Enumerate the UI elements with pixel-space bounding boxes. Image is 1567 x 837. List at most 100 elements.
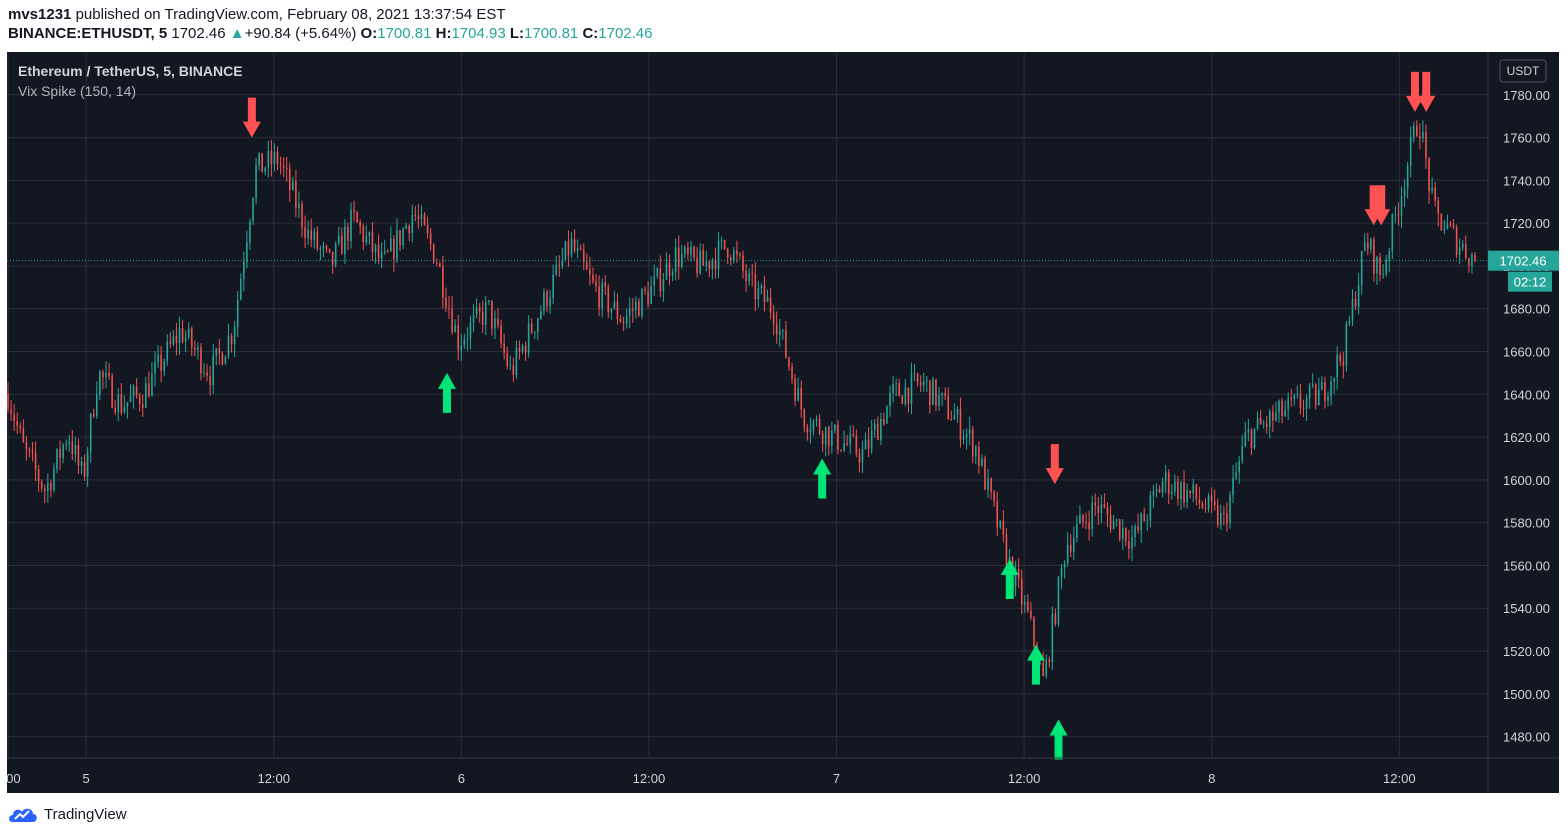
price-tick-label: 1600.00 — [1503, 473, 1550, 488]
candle-body — [503, 343, 505, 353]
candle-body — [344, 226, 346, 255]
candle-body — [812, 421, 815, 431]
candle-body — [163, 361, 165, 371]
high-value: 1704.93 — [451, 25, 506, 42]
candle-body — [481, 311, 484, 325]
candle-body — [680, 254, 683, 267]
candle-body — [974, 446, 977, 457]
candle-body — [1106, 507, 1109, 515]
candle-body — [1461, 243, 1464, 248]
candle-body — [925, 380, 928, 382]
candle-body — [1204, 508, 1207, 510]
candle-body — [861, 449, 864, 463]
candle-body — [347, 226, 349, 241]
candle-body — [1235, 472, 1237, 478]
candle-body — [782, 329, 784, 331]
footer-brand[interactable]: TradingView — [8, 804, 127, 824]
candle-body — [1158, 489, 1161, 493]
candle-body — [1311, 384, 1314, 386]
candle-body — [806, 427, 809, 433]
candle-body — [187, 328, 190, 338]
candle-body — [89, 414, 92, 453]
candle-body — [1076, 523, 1078, 538]
candle-body — [1170, 491, 1173, 494]
candle-body — [518, 347, 521, 352]
candle-body — [224, 356, 227, 365]
candle-body — [898, 383, 901, 397]
candle-body — [1152, 491, 1155, 496]
candle-body — [1385, 259, 1387, 275]
time-tick-label: 8 — [1208, 771, 1215, 786]
candle-body — [1241, 446, 1244, 461]
buy-signal-arrow-icon — [1000, 559, 1019, 600]
candle-body — [644, 289, 646, 292]
last-price-axis-label: 1702.46 — [1500, 254, 1547, 269]
candle-body — [622, 321, 625, 324]
candle-body — [766, 297, 769, 302]
candle-body — [589, 269, 591, 275]
candle-body — [1425, 132, 1427, 159]
candle-body — [567, 241, 570, 256]
candle-body — [1088, 522, 1090, 530]
candle-body — [86, 452, 89, 477]
sell-signal-arrow-icon — [1372, 185, 1391, 226]
candle-body — [135, 386, 138, 396]
price-axis: 1480.00 1500.00 1520.00 1540.00 1560.00 1580.… — [1487, 52, 1550, 793]
ohlc-bar: BINANCE:ETHUSDT, 5 1702.46 ▲+90.84 (+5.6… — [8, 25, 653, 42]
candle-body — [754, 274, 757, 300]
candle-body — [521, 345, 524, 352]
candle-body — [751, 273, 754, 275]
candle-body — [564, 241, 567, 261]
candle-body — [178, 328, 181, 343]
currency-button[interactable] — [1499, 59, 1547, 83]
author-name[interactable]: mvs1231 — [8, 6, 72, 23]
high-label: H: — [435, 25, 452, 42]
candle-body — [37, 469, 40, 482]
candle-body — [1244, 432, 1247, 447]
sell-signal-arrow-icon — [1405, 71, 1424, 112]
candle-body — [1030, 610, 1032, 618]
candle-body — [849, 434, 852, 445]
candle-body — [794, 379, 796, 401]
chart-pane[interactable]: 1480.00 1500.00 1520.00 1540.00 1560.00 1580.… — [0, 52, 1559, 793]
indicator-label[interactable]: Vix Spike (150, 14) — [18, 83, 136, 99]
candle-body — [285, 167, 288, 169]
candle-body — [1149, 495, 1152, 521]
candle-body — [1357, 285, 1360, 307]
candle-body — [916, 373, 919, 383]
candle-body — [83, 461, 86, 477]
candle-body — [141, 404, 144, 408]
price-tick-label: 1580.00 — [1503, 516, 1550, 531]
candle-body — [1220, 512, 1222, 526]
sell-signal-arrow-icon — [1045, 444, 1064, 485]
candle-body — [1324, 382, 1326, 401]
price-tick-label: 1560.00 — [1503, 558, 1550, 573]
candle-body — [1458, 247, 1461, 255]
price-chart[interactable]: 1480.00 1500.00 1520.00 1540.00 1560.00 1580.… — [0, 52, 1559, 793]
candle-body — [396, 230, 398, 260]
close-value: 1702.46 — [598, 25, 653, 42]
candle-body — [1069, 544, 1072, 552]
buy-signal-arrow-icon — [1049, 719, 1068, 760]
candle-body — [386, 251, 389, 253]
candle-body — [439, 263, 441, 267]
candle-body — [913, 373, 916, 375]
candle-body — [1360, 251, 1363, 286]
candle-body — [990, 478, 992, 492]
candle-body — [576, 248, 579, 251]
candle-body — [742, 255, 744, 272]
candle-body — [714, 259, 717, 270]
candle-body — [28, 448, 31, 451]
candle-body — [1287, 397, 1289, 410]
candle-body — [558, 264, 561, 266]
candle-body — [1042, 662, 1044, 677]
candle-body — [1223, 512, 1225, 514]
candle-body — [445, 297, 447, 308]
candle-body — [824, 426, 827, 445]
price-tick-label: 1520.00 — [1503, 644, 1550, 659]
candle-body — [1336, 355, 1338, 378]
candle-body — [1048, 659, 1051, 662]
buy-signal-arrow-icon — [437, 372, 456, 413]
price-tick-label: 1500.00 — [1503, 687, 1550, 702]
candle-body — [515, 347, 518, 375]
